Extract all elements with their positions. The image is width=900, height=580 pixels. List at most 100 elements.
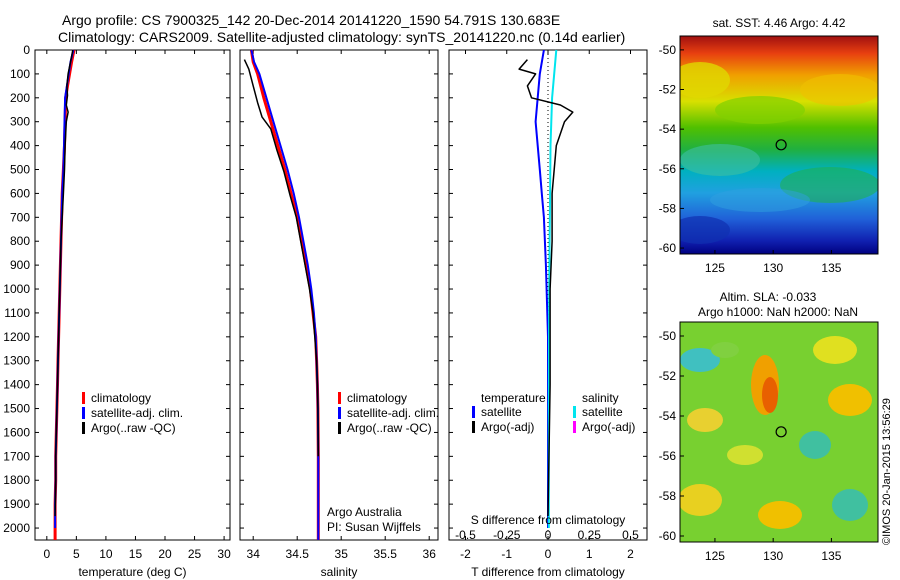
y-tick-label: 1300: [3, 354, 30, 368]
sla-map-image: [680, 322, 878, 542]
map-x-tick-label: 125: [705, 549, 725, 563]
sal-legend-2-swatch: [338, 422, 341, 434]
temp-legend-0-swatch: [82, 392, 85, 404]
diff-legend-temp-argo-swatch: [472, 421, 475, 433]
salinity-x-label: salinity: [321, 565, 358, 579]
s-tick-label: 0: [545, 528, 552, 542]
title-line-1: Argo profile: CS 7900325_142 20-Dec-2014…: [62, 12, 560, 28]
s-tick-label: -0.25: [493, 528, 521, 542]
map-y-tick-label: -56: [659, 162, 677, 176]
map-x-tick-label: 125: [705, 261, 725, 275]
y-tick-label: 1900: [3, 497, 30, 511]
x-tick-label: 35: [335, 547, 349, 561]
sal-legend-0-swatch: [338, 392, 341, 404]
y-tick-label: 300: [10, 115, 30, 129]
temperature-x-label: temperature (deg C): [78, 565, 186, 579]
y-tick-label: 2000: [3, 521, 30, 535]
difference-x-label: T difference from climatology: [471, 565, 625, 579]
annotation-pi: PI: Susan Wijffels: [327, 520, 421, 534]
x-tick-label: 30: [217, 547, 231, 561]
y-tick-label: 1400: [3, 378, 30, 392]
series-line-2: [243, 59, 320, 457]
map-y-tick-label: -58: [659, 201, 677, 215]
map-x-tick-label: 135: [821, 549, 841, 563]
x-tick-label: 35.5: [374, 547, 398, 561]
map-y-tick-label: -54: [659, 409, 677, 423]
y-tick-label: 200: [10, 91, 30, 105]
x-tick-label: 34.5: [286, 547, 310, 561]
temp-legend-1-swatch: [82, 407, 85, 419]
map-y-tick-label: -56: [659, 449, 677, 463]
x-tick-label: 2: [627, 547, 634, 561]
diff-legend-sal-sat-swatch: [573, 406, 576, 418]
x-tick-label: 20: [158, 547, 172, 561]
argo-position-marker: [775, 139, 787, 151]
diff-legend-sal-heading: salinity: [582, 391, 619, 405]
x-tick-label: 25: [188, 547, 202, 561]
map-y-tick-label: -52: [659, 369, 677, 383]
sla-map-panel: Altim. SLA: -0.033 Argo h1000: NaN h2000…: [659, 290, 879, 563]
map-y-tick-label: -60: [659, 241, 677, 255]
x-tick-label: 15: [129, 547, 143, 561]
map-x-tick-label: 135: [821, 261, 841, 275]
temperature-axes-frame: [34, 49, 231, 541]
y-tick-label: 500: [10, 163, 30, 177]
series-line-2: [54, 49, 74, 517]
map-y-tick-label: -50: [659, 43, 677, 57]
diff-legend-temp-heading: temperature: [481, 391, 546, 405]
sal-legend-2-label: Argo(..raw -QC): [347, 421, 432, 435]
diff-legend-sal-argo-label: Argo(-adj): [582, 420, 635, 434]
salinity-axes-frame: [239, 49, 439, 541]
x-tick-label: 10: [99, 547, 113, 561]
x-tick-label: -2: [460, 547, 471, 561]
diff-legend-temp-sat-label: satellite: [481, 405, 522, 419]
x-tick-label: 36: [423, 547, 437, 561]
temp-legend-2-swatch: [82, 422, 85, 434]
argo-position-marker: [775, 426, 787, 438]
sst-map-panel: sat. SST: 4.46 Argo: 4.42 125 130 135 -50 -5…: [659, 16, 879, 275]
imos-credit: ©IMOS 20-Jan-2015 13:56:29: [881, 398, 893, 545]
annotation-argo-australia: Argo Australia: [327, 505, 402, 519]
x-tick-label: 0: [43, 547, 50, 561]
y-tick-label: 1000: [3, 282, 30, 296]
y-tick-label: 1200: [3, 330, 30, 344]
y-tick-label: 100: [10, 67, 30, 81]
y-tick-label: 400: [10, 139, 30, 153]
y-tick-label: 1500: [3, 402, 30, 416]
x-tick-label: 5: [73, 547, 80, 561]
x-tick-label: 1: [586, 547, 593, 561]
sst-map-image: [680, 36, 878, 254]
y-tick-label: 1700: [3, 449, 30, 463]
temperature-profile-panel: 0100200300400500600700800900100011001200…: [3, 43, 231, 579]
diff-legend-sal-argo-swatch: [573, 421, 576, 433]
s-tick-label: 0.25: [578, 528, 602, 542]
temp-legend-2-label: Argo(..raw -QC): [91, 421, 176, 435]
difference-profile-panel: -2 -1 0 1 2T difference from climatology S di…: [448, 49, 648, 579]
map-y-tick-label: -50: [659, 329, 677, 343]
map-x-tick-label: 130: [763, 549, 783, 563]
series-line-2: [518, 59, 574, 517]
sal-legend-0-label: climatology: [347, 391, 407, 405]
title-line-2: Climatology: CARS2009. Satellite-adjuste…: [58, 29, 625, 45]
x-tick-label: 0: [545, 547, 552, 561]
y-tick-label: 0: [23, 43, 30, 57]
x-tick-label: -1: [501, 547, 512, 561]
map-y-tick-label: -58: [659, 489, 677, 503]
diff-legend-temp-sat-swatch: [472, 406, 475, 418]
salinity-profile-panel: 34 34.5 35 35.5 36 salinity climatologysatelli…: [239, 49, 439, 579]
map-y-tick-label: -52: [659, 83, 677, 97]
diff-legend-temp-argo-label: Argo(-adj): [481, 420, 534, 434]
sla-map-title: Altim. SLA: -0.033: [720, 290, 817, 304]
difference-x-label-2: S difference from climatology: [471, 513, 626, 527]
temp-legend-1-label: satellite-adj. clim.: [91, 406, 183, 420]
x-tick-label: 34: [247, 547, 261, 561]
temp-legend-0-label: climatology: [91, 391, 151, 405]
sal-legend-1-label: satellite-adj. clim.: [347, 406, 439, 420]
y-tick-label: 800: [10, 234, 30, 248]
map-y-tick-label: -60: [659, 529, 677, 543]
y-tick-label: 1100: [4, 306, 30, 320]
sst-map-title: sat. SST: 4.46 Argo: 4.42: [713, 16, 846, 30]
s-tick-label: -0.5: [455, 528, 476, 542]
map-y-tick-label: -54: [659, 122, 677, 136]
